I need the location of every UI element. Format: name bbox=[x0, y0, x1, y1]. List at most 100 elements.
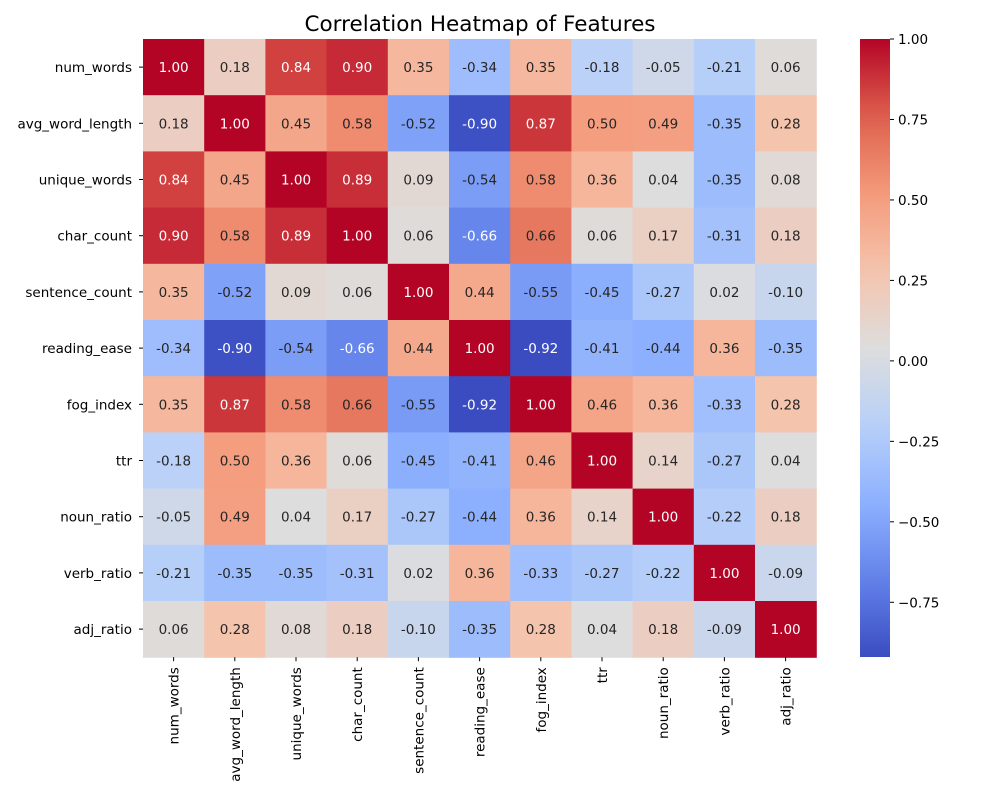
cell-value-label: 0.04 bbox=[281, 510, 311, 526]
cell-value-label: -0.35 bbox=[462, 622, 497, 638]
heatmap-cell bbox=[204, 263, 266, 321]
heatmap-cell bbox=[449, 95, 511, 152]
cell-value-label: -0.55 bbox=[401, 397, 436, 413]
column-labels: num_words avg_word_length unique_words char… bbox=[167, 657, 795, 782]
heatmap-cell bbox=[326, 432, 389, 490]
y-tick-label: reading_ease bbox=[42, 341, 132, 357]
cell-value-label: 0.06 bbox=[587, 229, 617, 245]
cell-value-label: 0.44 bbox=[403, 341, 433, 357]
heatmap-cell bbox=[693, 320, 756, 377]
cell-value-label: -0.27 bbox=[646, 285, 681, 301]
cell-value-label: 0.36 bbox=[465, 566, 495, 582]
y-tick-label: unique_words bbox=[39, 173, 132, 189]
heatmap-cells: 1.00 0.18 0.84 0.90 0.35 -0.34 0.35 -0.18 -0.05 -… bbox=[143, 39, 817, 658]
cell-value-label: -0.35 bbox=[279, 566, 314, 582]
chart-title: Correlation Heatmap of Features bbox=[305, 12, 656, 37]
cell-value-label: -0.21 bbox=[707, 60, 742, 76]
cell-value-label: 0.35 bbox=[159, 397, 189, 413]
cell-value-label: -0.31 bbox=[707, 229, 742, 245]
heatmap-cell bbox=[143, 151, 205, 209]
heatmap-cell bbox=[755, 601, 817, 658]
heatmap-cell bbox=[632, 207, 695, 265]
cell-value-label: -0.35 bbox=[768, 341, 803, 357]
heatmap-cell bbox=[755, 488, 817, 546]
colorbar-tick-label: −0.25 bbox=[898, 434, 939, 450]
heatmap-cell bbox=[326, 263, 389, 321]
cell-value-label: 0.87 bbox=[526, 116, 556, 132]
x-tick-label: num_words bbox=[167, 667, 183, 744]
heatmap-cell bbox=[510, 39, 572, 96]
cell-value-label: -0.34 bbox=[156, 341, 191, 357]
heatmap-cell bbox=[265, 376, 328, 433]
cell-value-label: 0.90 bbox=[342, 60, 372, 76]
cell-value-label: 1.00 bbox=[403, 285, 433, 301]
cell-value-label: -0.92 bbox=[523, 341, 558, 357]
cell-value-label: 0.36 bbox=[281, 454, 311, 470]
cell-value-label: -0.05 bbox=[156, 510, 191, 526]
heatmap-cell bbox=[143, 601, 205, 658]
heatmap-cell bbox=[204, 432, 266, 490]
cell-value-label: -0.34 bbox=[462, 60, 497, 76]
heatmap-cell bbox=[387, 432, 450, 490]
heatmap-cell bbox=[632, 320, 695, 377]
cell-value-label: 1.00 bbox=[342, 229, 372, 245]
heatmap-cell bbox=[510, 376, 572, 433]
heatmap-cell bbox=[571, 39, 634, 96]
cell-value-label: -0.22 bbox=[646, 566, 681, 582]
heatmap-cell bbox=[510, 151, 572, 209]
heatmap-cell bbox=[265, 320, 328, 377]
cell-value-label: 1.00 bbox=[465, 341, 495, 357]
heatmap-cell bbox=[693, 151, 756, 209]
cell-value-label: 0.36 bbox=[709, 341, 739, 357]
heatmap-cell bbox=[326, 320, 389, 377]
heatmap-cell bbox=[571, 320, 634, 377]
heatmap-cell bbox=[632, 376, 695, 433]
x-tick-label: verb_ratio bbox=[717, 667, 733, 735]
cell-value-label: 0.28 bbox=[771, 397, 801, 413]
heatmap-cell bbox=[510, 95, 572, 152]
heatmap-cell bbox=[510, 207, 572, 265]
cell-value-label: -0.66 bbox=[462, 229, 497, 245]
y-tick-label: ttr bbox=[116, 454, 133, 470]
cell-value-label: 0.35 bbox=[526, 60, 556, 76]
cell-value-label: 1.00 bbox=[159, 60, 189, 76]
heatmap-cell bbox=[449, 151, 511, 209]
heatmap-cell bbox=[571, 544, 634, 602]
heatmap-cell bbox=[143, 376, 205, 433]
heatmap-cell bbox=[449, 432, 511, 490]
heatmap-cell bbox=[755, 432, 817, 490]
x-tick-label: adj_ratio bbox=[779, 667, 795, 725]
cell-value-label: -0.09 bbox=[707, 622, 742, 638]
heatmap-cell bbox=[387, 39, 450, 96]
cell-value-label: -0.21 bbox=[156, 566, 191, 582]
colorbar-tick-label: −0.75 bbox=[898, 595, 939, 611]
y-tick-label: verb_ratio bbox=[64, 566, 132, 582]
x-tick-label: noun_ratio bbox=[656, 667, 672, 739]
cell-value-label: -0.52 bbox=[401, 116, 436, 132]
cell-value-label: 0.44 bbox=[465, 285, 495, 301]
cell-value-label: 0.18 bbox=[771, 229, 801, 245]
cell-value-label: 1.00 bbox=[526, 397, 556, 413]
cell-value-label: -0.55 bbox=[523, 285, 558, 301]
heatmap-cell bbox=[693, 95, 756, 152]
y-tick-label: noun_ratio bbox=[60, 510, 132, 526]
cell-value-label: -0.92 bbox=[462, 397, 497, 413]
heatmap-cell bbox=[143, 544, 205, 602]
heatmap-cell bbox=[387, 376, 450, 433]
heatmap-cell bbox=[326, 488, 389, 546]
heatmap-cell bbox=[204, 151, 266, 209]
cell-value-label: -0.44 bbox=[462, 510, 497, 526]
cell-value-label: -0.45 bbox=[401, 454, 436, 470]
cell-value-label: -0.90 bbox=[462, 116, 497, 132]
heatmap-cell bbox=[387, 151, 450, 209]
heatmap-cell bbox=[143, 488, 205, 546]
cell-value-label: 0.36 bbox=[648, 397, 678, 413]
cell-value-label: -0.54 bbox=[462, 173, 497, 189]
cell-value-label: -0.31 bbox=[340, 566, 375, 582]
cell-value-label: 0.66 bbox=[526, 229, 556, 245]
heatmap-cell bbox=[632, 151, 695, 209]
cell-value-label: 0.87 bbox=[220, 397, 250, 413]
cell-value-label: 1.00 bbox=[587, 454, 617, 470]
heatmap-cell bbox=[449, 263, 511, 321]
cell-value-label: 0.36 bbox=[526, 510, 556, 526]
